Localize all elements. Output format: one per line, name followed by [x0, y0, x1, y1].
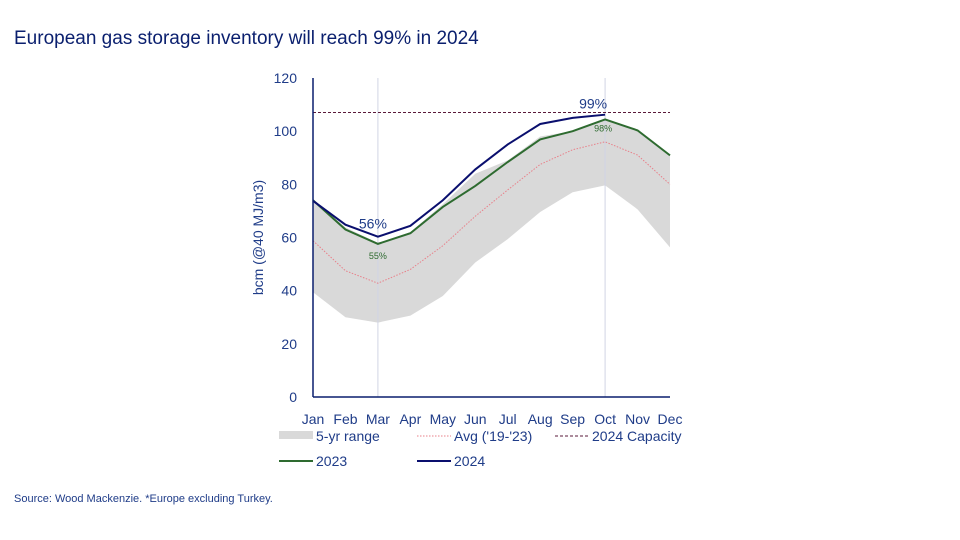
x-tick-label: Aug — [528, 411, 553, 427]
y-tick-label: 120 — [274, 70, 298, 86]
x-tick-label: Apr — [399, 411, 421, 427]
series-line-avg-19-23- — [312, 141, 671, 284]
range-band — [313, 119, 670, 323]
y-tick-label: 80 — [281, 176, 297, 192]
x-tick-label: Jul — [499, 411, 517, 427]
x-tick-label: Dec — [658, 411, 683, 427]
legend-5yr-range-swatch — [279, 431, 313, 439]
y-tick-label: 60 — [281, 230, 297, 246]
legend-2023: 2023 — [316, 453, 347, 469]
y-tick-label: 100 — [274, 123, 298, 139]
y-tick-label: 0 — [289, 389, 297, 405]
x-tick-label: May — [430, 411, 456, 427]
y-tick-label: 20 — [281, 336, 297, 352]
data-label: 55% — [369, 251, 387, 261]
source-note: Source: Wood Mackenzie. *Europe excludin… — [14, 493, 273, 505]
legend-capacity: 2024 Capacity — [592, 428, 682, 444]
x-tick-label: Nov — [625, 411, 650, 427]
x-tick-label: Jun — [464, 411, 487, 427]
x-tick-label: Mar — [366, 411, 390, 427]
x-tick-label: Sep — [560, 411, 585, 427]
data-label: 99% — [579, 96, 607, 112]
legend-5yr-range: 5-yr range — [316, 428, 380, 444]
legend-avg: Avg ('19-'23) — [454, 428, 532, 444]
chart-title: European gas storage inventory will reac… — [14, 28, 479, 49]
y-axis-label: bcm (@40 MJ/m3) — [250, 180, 266, 295]
x-tick-label: Oct — [594, 411, 616, 427]
x-tick-label: Jan — [302, 411, 325, 427]
data-label: 56% — [359, 216, 387, 232]
data-label: 98% — [594, 123, 612, 133]
series-line-2024 — [312, 113, 606, 238]
legend-2024: 2024 — [454, 453, 485, 469]
x-tick-label: Feb — [333, 411, 357, 427]
y-tick-label: 40 — [281, 283, 297, 299]
series-line-2023 — [312, 118, 671, 245]
